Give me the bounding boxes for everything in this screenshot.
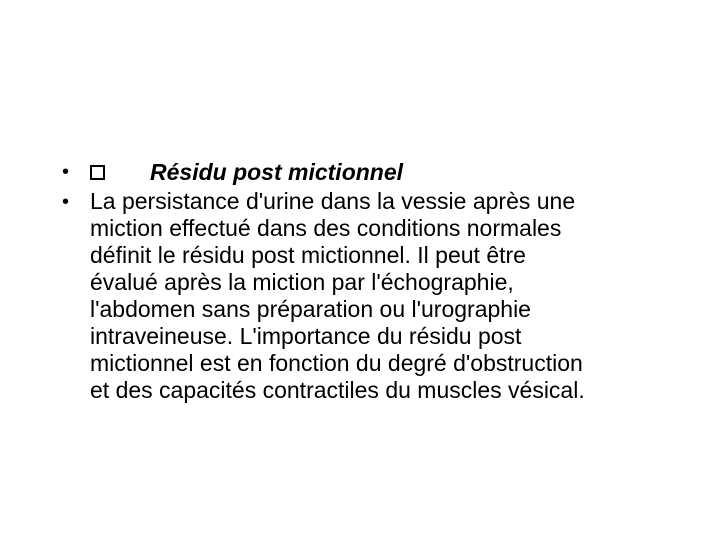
bullet-dot-icon: • [62, 158, 90, 186]
body-row: • La persistance d'urine dans la vessie … [62, 188, 660, 404]
bullet-dot-icon: • [62, 188, 90, 216]
slide-body: La persistance d'urine dans la vessie ap… [90, 188, 590, 404]
heading-row: • Résidu post mictionnel [62, 158, 660, 186]
square-bullet-icon [90, 158, 150, 186]
slide-heading: Résidu post mictionnel [150, 158, 403, 186]
slide-content: • Résidu post mictionnel • La persistanc… [0, 0, 720, 540]
